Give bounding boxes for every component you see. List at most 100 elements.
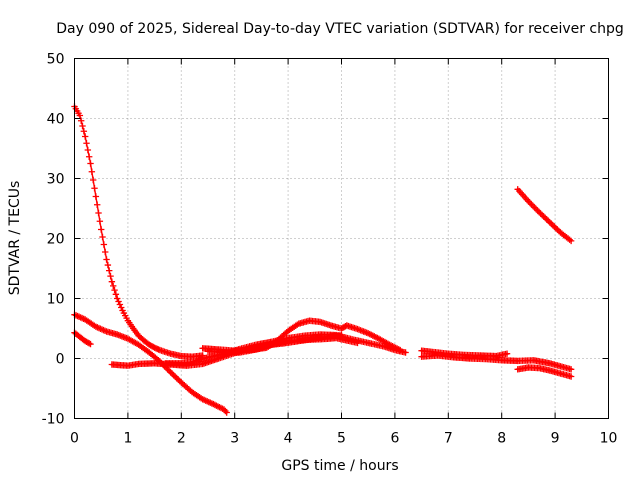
data-point [85,153,93,160]
data-point-anchor [367,332,370,335]
data-point-anchor [153,346,156,349]
data-point-anchor [468,357,471,360]
data-point [93,201,101,208]
data-point [99,233,106,241]
series-layer [71,103,575,416]
data-point [95,209,102,217]
data-point-anchor [356,327,359,331]
data-point [116,301,124,308]
data-point-anchor [238,351,242,354]
data-point [106,267,113,274]
data-point-anchor [126,337,130,340]
data-point [88,168,96,175]
data-point-anchor [516,188,519,191]
data-point-anchor [94,325,98,328]
data-point-anchor [158,348,162,352]
data-series-arc-3 [71,329,94,348]
x-tick-label: 2 [177,431,186,447]
data-point-anchor [302,334,306,337]
data-point-anchor [388,343,391,346]
data-series-arc-1 [71,103,206,360]
data-point-anchor [121,309,124,312]
data-point-anchor [164,362,167,365]
data-point-anchor [270,343,274,346]
data-point-anchor [548,369,551,372]
data-point-anchor [89,342,92,346]
data-point [84,146,92,154]
data-point-anchor [201,362,204,366]
data-point-anchor [206,356,210,359]
axis-ticks: 0 1 2 3 4 5 6 7 8 9 10 -10 0 10 20 30 40 50 [42,52,618,447]
data-point [118,304,125,311]
data-point [89,176,97,184]
x-tick-label: 7 [444,431,453,447]
data-point-anchor [100,228,103,231]
x-tick-label: 10 [600,431,618,447]
data-point-anchor [222,408,226,411]
data-point-anchor [137,362,140,366]
data-point-anchor [286,339,290,343]
x-tick-label: 8 [497,431,506,447]
data-point-anchor [169,371,172,374]
data-point-anchor [559,231,562,234]
data-series-arc-10 [514,364,575,380]
data-point-anchor [329,324,333,327]
data-series-arc-2 [71,311,230,416]
x-tick-label: 6 [390,431,399,447]
data-point-anchor [399,348,402,352]
y-tick-label: 0 [56,352,65,368]
y-tick-label: 50 [47,52,65,68]
data-point-anchor [340,327,343,330]
data-point-anchor [190,360,194,364]
data-point [91,185,98,192]
data-point-anchor [78,335,82,339]
x-axis-label: GPS time / hours [281,458,398,474]
data-point-anchor [308,319,311,322]
data-point-anchor [527,200,530,203]
data-point-anchor [137,343,140,346]
x-tick-label: 0 [70,431,79,447]
x-tick-label: 9 [551,431,560,447]
data-point-anchor [548,221,551,224]
chart-title: Day 090 of 2025, Sidereal Day-to-day VTE… [56,21,624,37]
data-point-anchor [559,365,562,368]
data-point-anchor [94,195,98,198]
data-point-anchor [212,402,215,406]
data-point-anchor [404,351,407,354]
data-point-anchor [180,381,183,384]
data-point [115,298,122,305]
data-point [100,241,108,248]
data-point-anchor [254,348,258,351]
data-point-anchor [569,239,573,243]
x-tick-label: 4 [284,431,293,447]
data-point-anchor [569,368,573,371]
data-point-anchor [516,368,519,371]
data-point-anchor [318,333,322,336]
data-point-anchor [201,347,204,350]
data-point-anchor [532,359,535,362]
data-point-anchor [345,324,349,327]
y-tick-label: -10 [42,412,65,428]
data-point-anchor [356,341,359,345]
data-point [83,140,90,147]
data-point-anchor [334,336,338,340]
data-point-anchor [484,357,487,361]
data-point-anchor [516,359,519,363]
data-point-anchor [420,355,423,358]
x-tick-label: 1 [123,431,132,447]
data-point-anchor [116,333,119,336]
data-point-anchor [367,341,370,345]
data-point [107,272,114,280]
data-point [112,291,120,298]
data-point-anchor [222,351,226,354]
data-point-anchor [383,345,386,348]
data-point-anchor [452,356,455,359]
data-point [102,248,109,256]
data-point-anchor [126,364,130,367]
data-point-anchor [318,320,322,324]
data-point-anchor [116,297,119,300]
data-series-arc-9 [418,352,575,373]
data-point-anchor [297,322,300,325]
data-point-anchor [105,330,108,333]
